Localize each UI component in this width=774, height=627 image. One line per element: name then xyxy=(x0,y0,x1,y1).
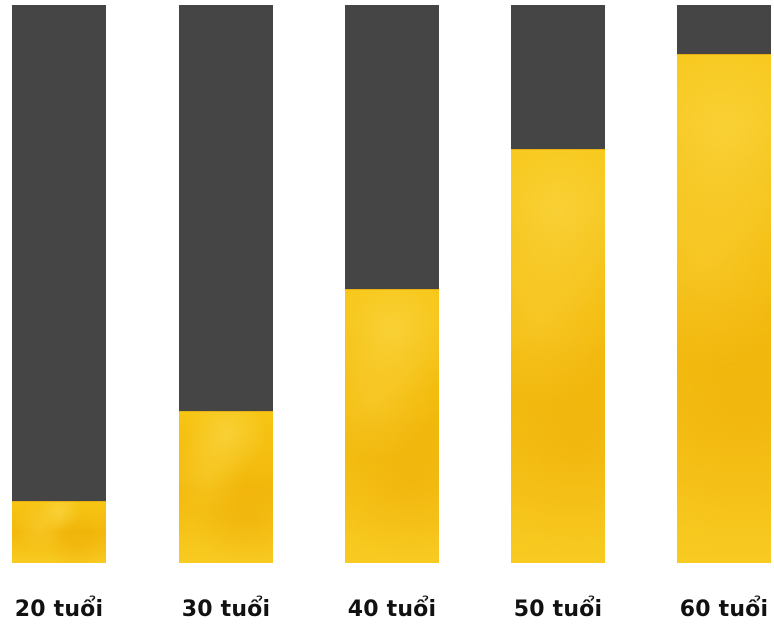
category-label-3: 40 tuổi xyxy=(347,597,437,622)
bar-1 xyxy=(12,501,106,563)
bar-4 xyxy=(511,149,605,563)
bar-track-5 xyxy=(677,5,771,563)
bar-3 xyxy=(345,289,439,563)
category-label-2: 30 tuổi xyxy=(181,597,271,622)
category-label-5: 60 tuổi xyxy=(679,597,769,622)
category-label-4: 50 tuổi xyxy=(513,597,603,622)
bar-track-2 xyxy=(179,5,273,563)
bar-track-1 xyxy=(12,5,106,563)
category-label-1: 20 tuổi xyxy=(14,597,104,622)
bar-5 xyxy=(677,54,771,563)
bar-2 xyxy=(179,411,273,563)
bar-track-3 xyxy=(345,5,439,563)
bar-track-4 xyxy=(511,5,605,563)
